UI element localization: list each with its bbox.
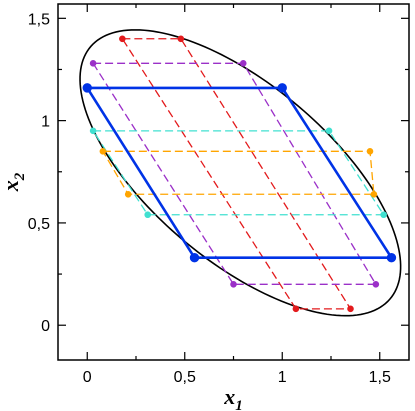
dashed-vertex-point	[239, 60, 247, 67]
dashed-vertex-point	[177, 35, 185, 43]
dashed-parallelogram	[121, 38, 352, 310]
plot-area	[57, 3, 410, 361]
y-axis-title-sub: 2	[12, 172, 28, 181]
solid-vertex-point	[386, 253, 397, 263]
y-axis-title-base: x	[0, 180, 23, 192]
plot-frame	[57, 3, 410, 361]
ellipse-outline	[79, 29, 402, 317]
dashed-vertex-point	[366, 148, 374, 155]
solid-vertex-point	[189, 253, 200, 263]
y-tick-label: 1,5	[28, 11, 50, 28]
y-tick-label: 0,5	[28, 216, 50, 233]
dashed-vertex-point	[325, 127, 333, 135]
solid-vertex-point	[82, 83, 92, 93]
x-tick-label: 0	[83, 369, 92, 386]
x-axis-title-sub: 1	[235, 398, 243, 411]
dashed-vertex-point	[372, 280, 380, 288]
dashed-vertex-point	[292, 305, 300, 313]
solid-vertex-point	[277, 83, 287, 93]
dashed-vertex-point	[89, 60, 97, 67]
y-axis-title: x2	[0, 172, 28, 192]
dashed-vertex-point	[230, 280, 237, 288]
solid-parallelogram	[84, 86, 394, 260]
data-layer	[79, 29, 402, 317]
x-axis-title-base: x	[223, 384, 235, 409]
x-tick-label: 0,5	[174, 369, 196, 386]
tick-labels: 0 0,5 1 1,5 0 0,5 1 1,5	[28, 11, 391, 386]
dashed-vertex-point	[89, 127, 97, 135]
dashed-parallelogram	[91, 62, 377, 285]
dashed-vertex-point	[380, 211, 387, 219]
x-tick-label: 1,5	[369, 369, 391, 386]
x-axis-title: x1	[223, 384, 243, 411]
dashed-vertex-point	[144, 211, 151, 219]
dashed-vertex-point	[124, 190, 132, 198]
dashed-vertex-point	[370, 190, 378, 198]
dashed-parallelogram	[91, 130, 385, 216]
dashed-parallelogram	[101, 150, 375, 195]
axis-ticks	[58, 4, 409, 360]
y-tick-label: 1	[41, 114, 50, 131]
dashed-vertex-point	[99, 148, 107, 155]
dashed-vertex-point	[119, 35, 126, 43]
x-tick-label: 1	[278, 369, 287, 386]
dashed-vertex-point	[347, 305, 354, 313]
y-tick-label: 0	[41, 318, 50, 335]
